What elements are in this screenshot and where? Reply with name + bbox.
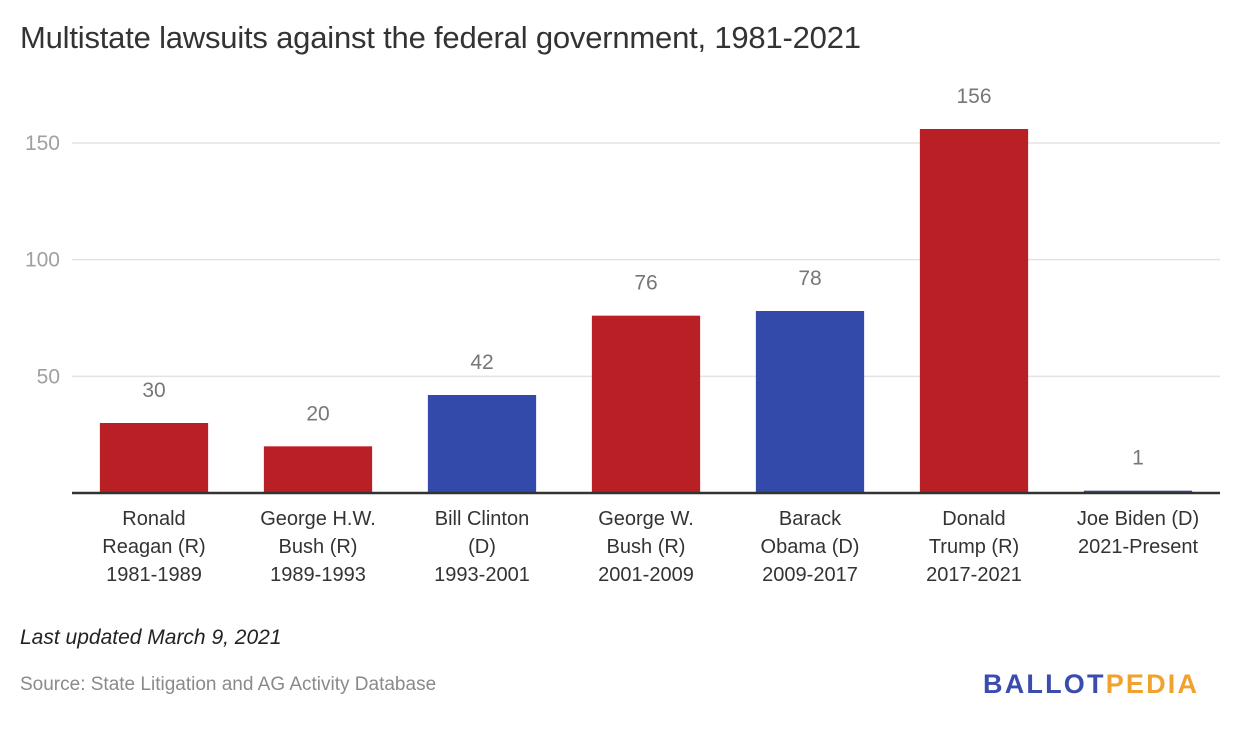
x-tick-label: Joe Biden (D) [1077,508,1199,530]
x-axis-labels: Ronald Reagan (R) 1981-1989 George H.W. Bush… [102,508,1199,586]
x-tick-label: Reagan (R) [102,536,205,558]
data-label: 42 [470,351,493,374]
bars [99,129,1193,493]
bar [427,395,537,493]
x-tick-label: Bush (R) [607,536,686,558]
source-note: Source: State Litigation and AG Activity… [20,674,437,695]
y-tick-label: 100 [25,249,60,272]
bar [591,315,701,493]
bar [263,446,373,493]
data-labels: 30 20 42 76 78 156 1 [142,85,1144,470]
x-tick-label: Bill Clinton [435,508,529,530]
x-tick-label: George W. [598,508,694,530]
x-tick-label: 2009-2017 [762,564,858,586]
x-tick-label: Ronald [122,508,185,530]
data-label: 78 [798,267,821,290]
data-label: 1 [1132,447,1144,470]
logo-ballot: BALLOT [983,669,1106,699]
x-tick-label: Bush (R) [279,536,358,558]
data-label: 156 [956,85,991,108]
data-label: 20 [306,402,329,425]
x-tick-label: Barack [779,508,842,530]
gridlines: 50 100 150 [25,132,1220,388]
chart-title: Multistate lawsuits against the federal … [20,20,861,55]
y-tick-label: 50 [37,365,60,388]
x-tick-label: Trump (R) [929,536,1019,558]
x-tick-label: 1993-2001 [434,564,530,586]
bar-chart: 50 100 150 30 20 42 76 78 156 1 Ronald Reagan (R)… [25,85,1220,586]
logo-pedia: PEDIA [1105,669,1200,699]
x-tick-label: 2001-2009 [598,564,694,586]
x-tick-label: 1989-1993 [270,564,366,586]
x-tick-label: 2017-2021 [926,564,1022,586]
x-tick-label: 2021-Present [1078,536,1199,558]
bar [99,423,209,493]
x-tick-label: Obama (D) [761,536,860,558]
data-label: 76 [634,272,657,295]
data-label: 30 [142,379,165,402]
y-tick-label: 150 [25,132,60,155]
ballotpedia-logo: BALLOTPEDIA [983,669,1199,700]
bar [755,311,865,493]
x-tick-label: 1981-1989 [106,564,202,586]
x-tick-label: (D) [468,536,496,558]
x-tick-label: George H.W. [260,508,376,530]
x-tick-label: Donald [942,508,1005,530]
bar [919,129,1029,493]
last-updated-note: Last updated March 9, 2021 [20,626,282,649]
